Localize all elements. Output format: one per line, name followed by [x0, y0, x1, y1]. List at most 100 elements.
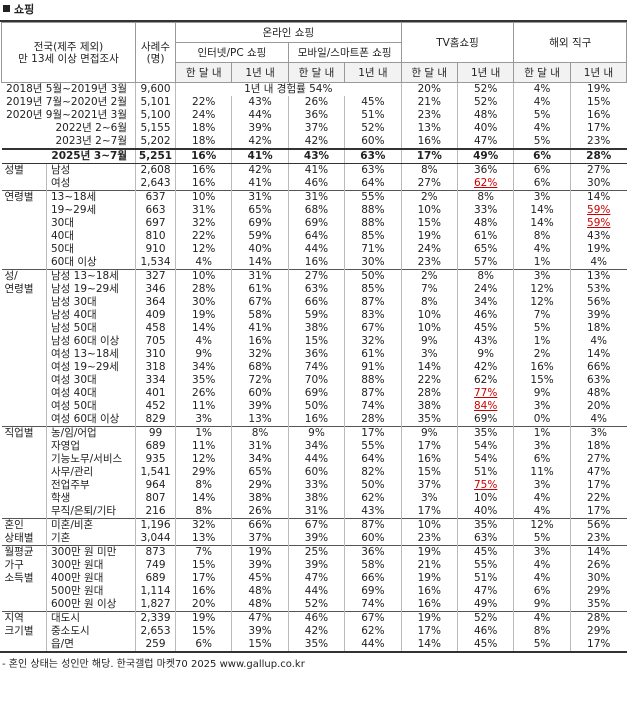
value: 6%	[533, 177, 551, 189]
value-cell: 12%	[174, 453, 232, 466]
header-year: 1년 내	[231, 62, 289, 83]
value-cell: 1%	[513, 426, 571, 440]
value-cell: 24%	[400, 243, 458, 256]
value-cell: 44%	[287, 243, 345, 256]
value-cell: 34%	[456, 296, 514, 309]
value: 40%	[474, 122, 498, 134]
value: 14%	[417, 361, 441, 373]
value: 17%	[416, 150, 442, 162]
value-cell: 31%	[287, 190, 345, 204]
value-cell: 28%	[400, 387, 458, 400]
value: 44%	[248, 109, 272, 121]
value: 16%	[304, 256, 329, 268]
value-cell: 62%	[344, 625, 402, 638]
value: 29%	[248, 479, 272, 491]
value: 16%	[417, 585, 441, 597]
value: 59%	[587, 217, 611, 229]
value-cell: 39%	[231, 559, 289, 572]
value: 23%	[417, 532, 441, 544]
value-cell: 8%	[456, 269, 514, 283]
value-cell: 4%	[174, 335, 232, 348]
value: 55%	[474, 559, 498, 571]
value: 3%	[533, 479, 551, 491]
value: 21%	[417, 96, 441, 108]
sample-size: 1,541	[135, 466, 176, 479]
value-cell: 47%	[569, 466, 627, 479]
row-label: 여성 40대	[46, 387, 136, 400]
value-cell: 63%	[287, 283, 345, 296]
row-label: 학생	[46, 492, 136, 505]
value: 8%	[195, 505, 213, 517]
value: 47%	[248, 612, 272, 624]
row-label: 400만 원대	[46, 572, 136, 585]
value-cell: 13%	[400, 122, 458, 135]
value-cell: 59%	[569, 217, 627, 230]
value: 23%	[587, 135, 611, 147]
value-cell: 58%	[344, 559, 402, 572]
value: 85%	[361, 283, 385, 295]
value-cell: 8%	[513, 625, 571, 638]
value-cell: 61%	[456, 230, 514, 243]
value: 18%	[587, 440, 611, 452]
value-cell: 82%	[344, 466, 402, 479]
value-cell: 17%	[569, 479, 627, 492]
value: 55%	[361, 191, 385, 203]
value-cell: 35%	[287, 638, 345, 651]
value: 4%	[533, 505, 551, 517]
value-cell: 48%	[456, 109, 514, 122]
row-label: 600만 원 이상	[46, 598, 136, 612]
footer: - 혼인 상태는 성인만 해당. 한국갤럽 마켓70 2025 www.gall…	[2, 659, 305, 670]
value: 29%	[587, 585, 611, 597]
value: 65%	[248, 204, 272, 216]
value-cell: 27%	[569, 453, 627, 466]
value: 17%	[587, 479, 611, 491]
value: 47%	[304, 572, 329, 584]
value-cell: 2%	[513, 348, 571, 361]
table: 전국(제주 제외) 만 13세 이상 면접조사 사례수 (명) 온라인 쇼핑 T…	[1, 22, 627, 651]
value-cell: 23%	[400, 532, 458, 546]
value-cell: 56%	[569, 296, 627, 309]
value-cell: 17%	[400, 625, 458, 638]
value: 48%	[474, 109, 498, 121]
value: 3%	[533, 546, 551, 558]
value: 17%	[361, 427, 385, 439]
value: 23%	[417, 256, 441, 268]
value-cell: 63%	[344, 148, 402, 164]
group-row: 무직/은퇴/기타 216 8% 26% 31% 43% 17% 40% 4% 17%	[2, 505, 627, 519]
value-cell: 7%	[174, 545, 232, 559]
value: 64%	[361, 177, 385, 189]
value: 26%	[587, 559, 611, 571]
value-cell: 16%	[513, 361, 571, 374]
value-cell: 22%	[400, 374, 458, 387]
value: 17%	[417, 625, 441, 637]
value: 39%	[248, 400, 272, 412]
value: 15%	[248, 638, 272, 650]
value: 58%	[248, 309, 272, 321]
value: 17%	[587, 122, 611, 134]
value: 23%	[417, 109, 441, 121]
value: 16%	[248, 335, 272, 347]
value-cell: 14%	[569, 348, 627, 361]
value: 16%	[417, 135, 441, 147]
value-cell: 45%	[344, 96, 402, 109]
value-cell: 69%	[287, 387, 345, 400]
value: 39%	[587, 309, 611, 321]
value: 53%	[587, 283, 611, 295]
value-cell: 17%	[569, 122, 627, 135]
value: 14%	[587, 348, 611, 360]
value: 4%	[533, 559, 551, 571]
header-tv: TV홈쇼핑	[400, 22, 515, 63]
value-cell: 67%	[231, 296, 289, 309]
value-cell: 14%	[400, 361, 458, 374]
row-label: 40대	[46, 230, 136, 243]
value: 58%	[361, 559, 385, 571]
value: 44%	[304, 453, 329, 465]
value-cell: 31%	[231, 269, 289, 283]
value-cell: 49%	[456, 598, 514, 612]
row-label: 읍/면	[46, 638, 136, 651]
value-cell: 69%	[231, 217, 289, 230]
value-cell: 60%	[287, 466, 345, 479]
value-cell: 10%	[174, 190, 232, 204]
value-cell: 9%	[513, 598, 571, 612]
value: 42%	[474, 361, 498, 373]
